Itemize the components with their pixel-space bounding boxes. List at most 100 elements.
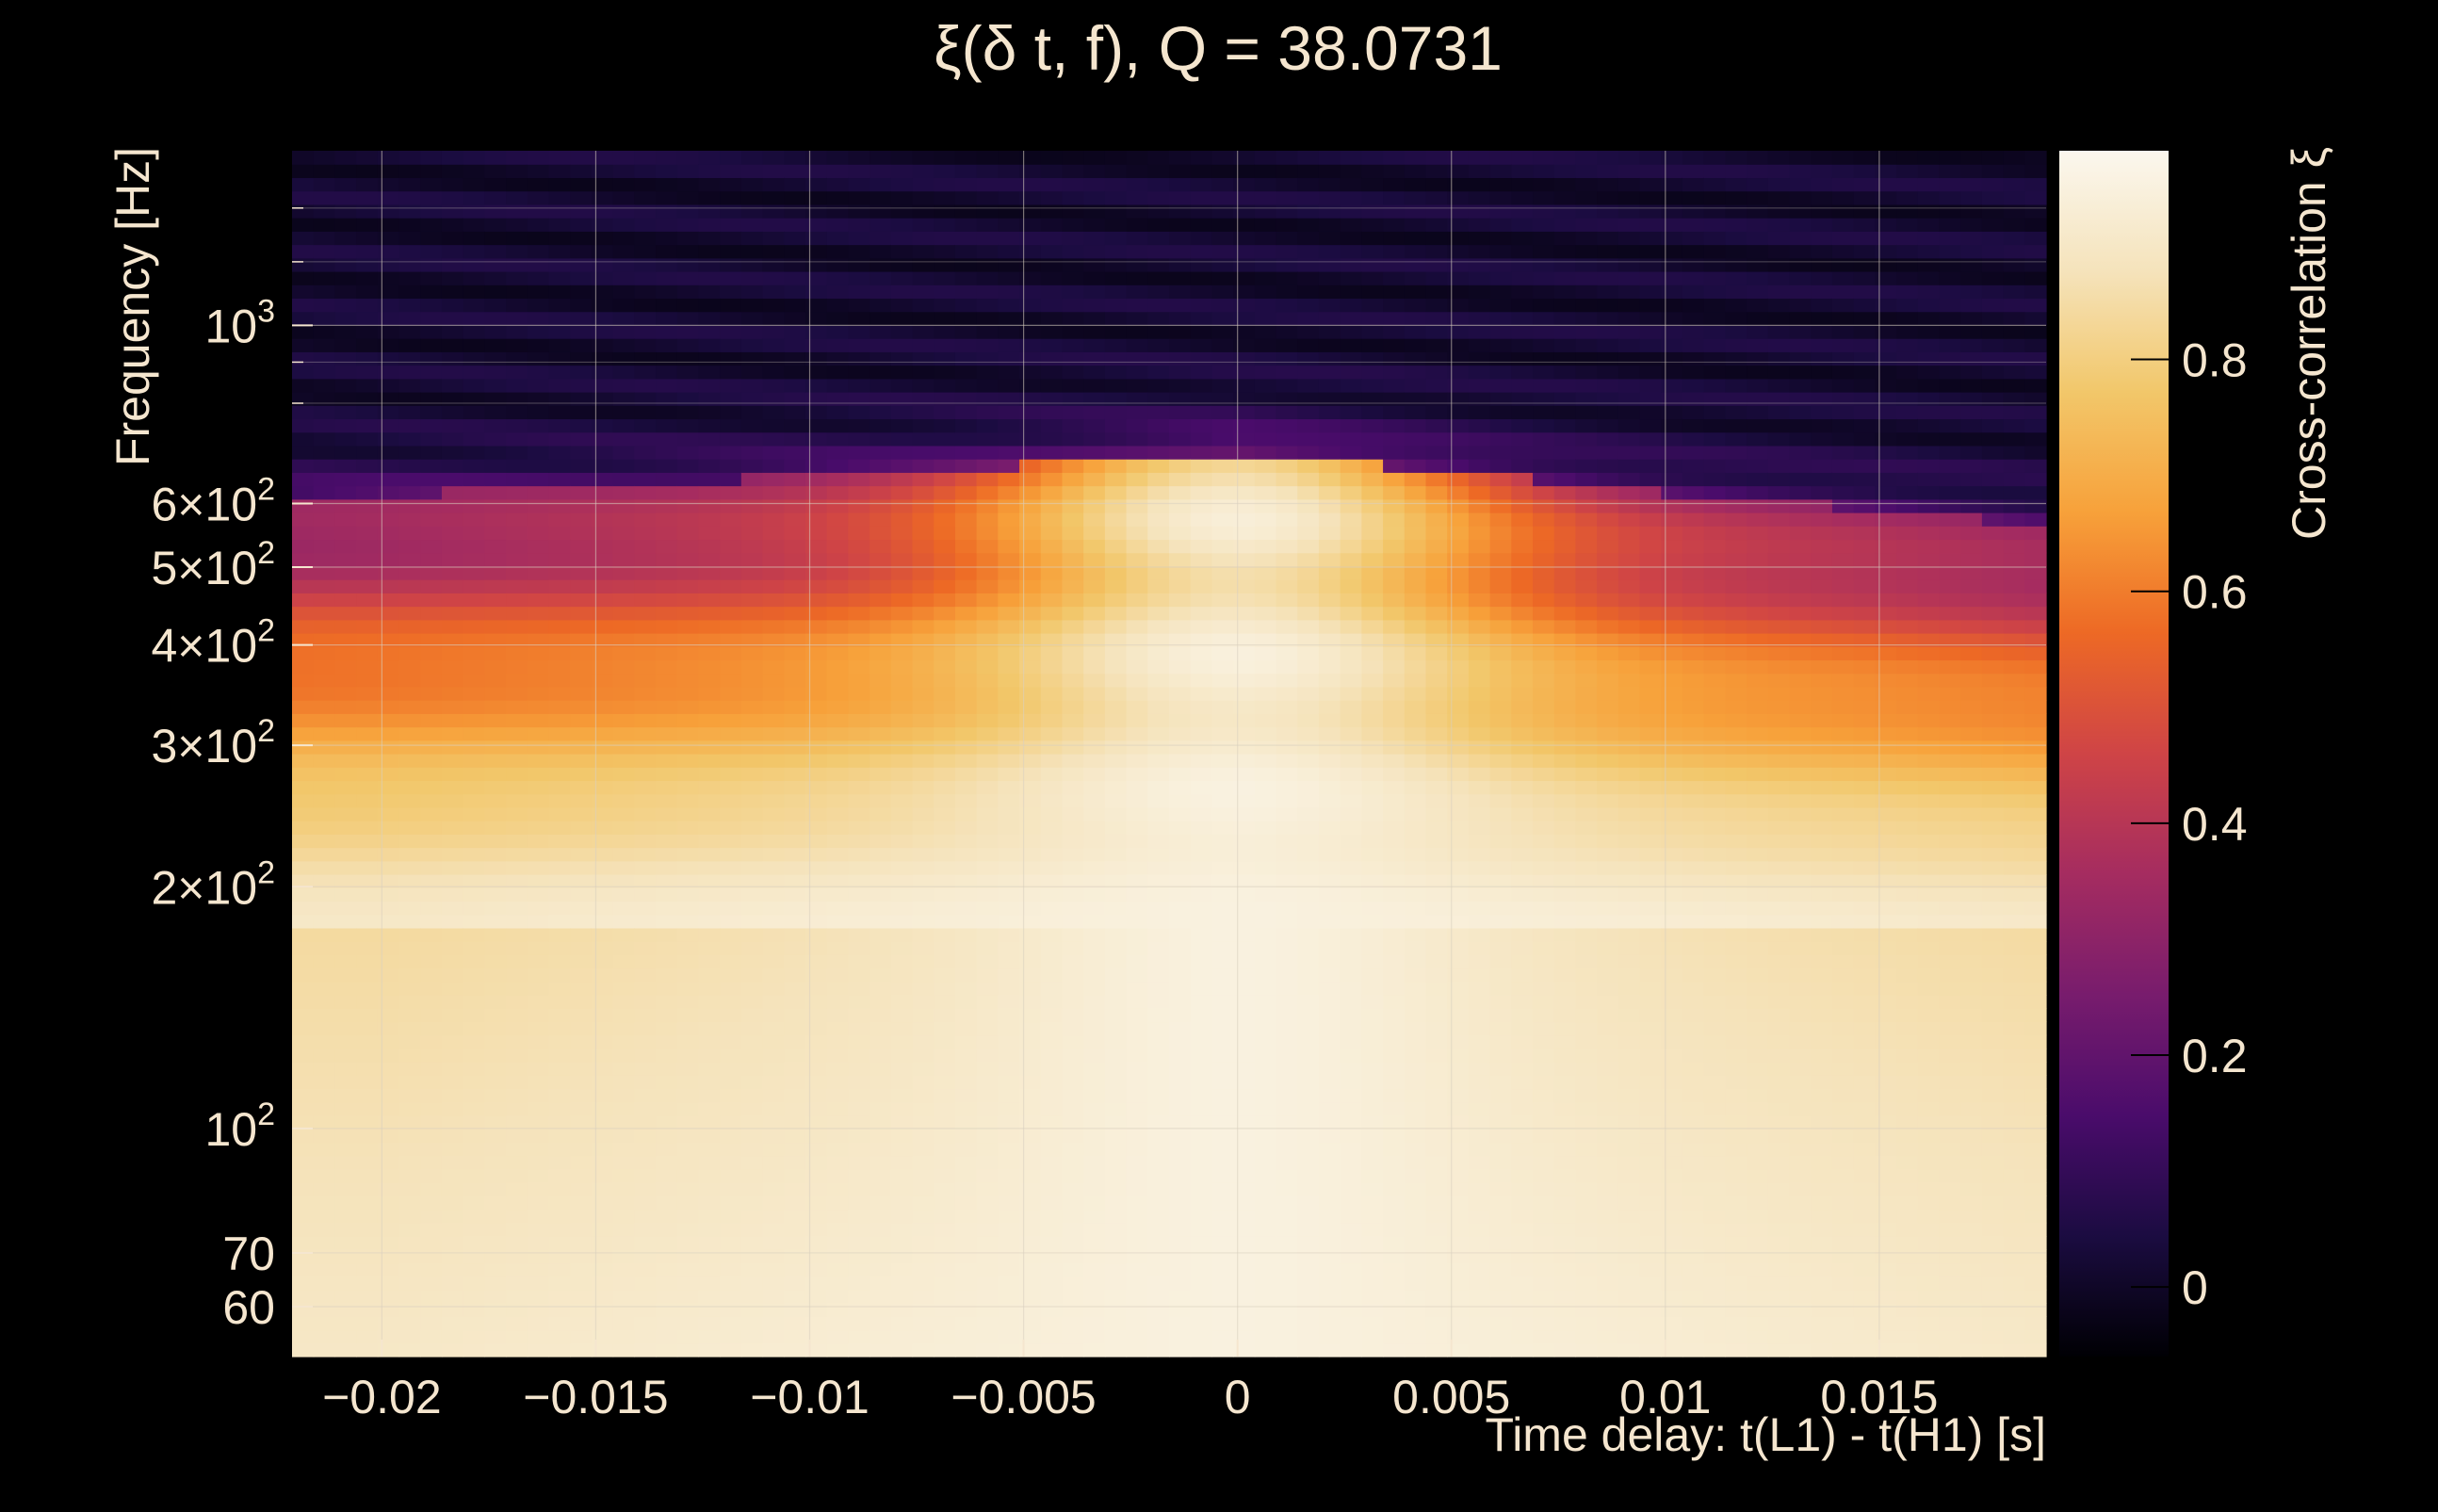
heatmap-cell [1040, 257, 1064, 272]
heatmap-cell [1104, 806, 1128, 821]
heatmap-cell [1040, 1236, 1064, 1250]
heatmap-cell [548, 1088, 571, 1103]
heatmap-cell [1126, 151, 1148, 165]
heatmap-cell [784, 767, 806, 782]
heatmap-cell [848, 485, 870, 500]
heatmap-cell [591, 619, 614, 634]
heatmap-cell [313, 1062, 336, 1076]
heatmap-cell [484, 1034, 507, 1049]
heatmap-cell [612, 151, 635, 165]
heatmap-cell [484, 445, 507, 460]
heatmap-cell [848, 1222, 870, 1237]
heatmap-cell [506, 1155, 528, 1170]
heatmap-cell [784, 190, 806, 205]
heatmap-cell [356, 190, 379, 205]
heatmap-cell [1425, 1316, 1448, 1331]
heatmap-cell [1040, 754, 1064, 768]
heatmap-cell [890, 821, 914, 835]
heatmap-cell [656, 485, 678, 500]
heatmap-cell [676, 1021, 700, 1036]
heatmap-cell [398, 271, 421, 285]
heatmap-cell [484, 686, 507, 701]
heatmap-cell [784, 257, 806, 272]
heatmap-cell [1425, 619, 1448, 634]
heatmap-cell [1126, 1342, 1148, 1358]
heatmap-cell [1297, 1342, 1320, 1358]
heatmap-cell [612, 285, 635, 300]
heatmap-cell [934, 512, 956, 527]
heatmap-cell [1169, 526, 1192, 541]
heatmap-cell [506, 257, 528, 272]
heatmap-cell [740, 793, 764, 808]
heatmap-cell [527, 754, 550, 768]
heatmap-cell [1340, 633, 1362, 647]
heatmap-cell [334, 526, 357, 541]
heatmap-cell [1211, 539, 1234, 554]
heatmap-cell [805, 995, 828, 1009]
heatmap-cell [634, 673, 657, 688]
heatmap-cell [612, 1008, 635, 1023]
heatmap-cell [1019, 1048, 1042, 1063]
heatmap-cell [634, 257, 657, 272]
heatmap-cell [998, 526, 1020, 541]
heatmap-cell [1040, 459, 1064, 473]
heatmap-cell [441, 244, 464, 259]
heatmap-cell [1190, 1303, 1213, 1317]
heatmap-cell [1447, 847, 1470, 862]
heatmap-cell [912, 673, 935, 688]
heatmap-cell [1340, 793, 1362, 808]
heatmap-cell [484, 365, 507, 380]
heatmap-cell [805, 190, 828, 205]
heatmap-cell [1040, 659, 1064, 675]
heatmap-cell [954, 338, 978, 352]
heatmap-cell [1211, 1249, 1234, 1264]
heatmap-cell [1276, 190, 1298, 205]
heatmap-cell [1040, 418, 1064, 433]
heatmap-cell [954, 392, 978, 406]
heatmap-cell [1211, 151, 1234, 165]
heatmap-cell [1383, 659, 1406, 675]
heatmap-cell [1361, 539, 1384, 554]
heatmap-cell [1383, 1236, 1406, 1250]
heatmap-cell [1190, 1034, 1213, 1049]
heatmap-cell [441, 981, 464, 996]
heatmap-cell [1404, 1142, 1427, 1157]
heatmap-cell [356, 1155, 379, 1170]
heatmap-cell [591, 767, 614, 782]
heatmap-cell [1447, 418, 1470, 433]
heatmap-cell [740, 565, 764, 580]
heatmap-cell [676, 431, 700, 447]
heatmap-cell [912, 1249, 935, 1264]
heatmap-cell [634, 338, 657, 352]
heatmap-cell [548, 244, 571, 259]
heatmap-cell [1361, 821, 1384, 835]
heatmap-cell [441, 740, 464, 755]
heatmap-cell [591, 1101, 614, 1116]
heatmap-cell [634, 686, 657, 701]
heatmap-cell [1126, 324, 1148, 339]
heatmap-cell [1254, 1008, 1277, 1023]
heatmap-cell [634, 767, 657, 782]
heatmap-cell [1383, 1303, 1406, 1317]
heatmap-cell [420, 257, 443, 272]
heatmap-cell [484, 606, 507, 621]
heatmap-cell [1169, 1236, 1192, 1250]
heatmap-cell [1447, 190, 1470, 205]
heatmap-cell [1383, 633, 1406, 647]
heatmap-cell [313, 431, 336, 447]
heatmap-cell [998, 1342, 1020, 1358]
heatmap-cell [676, 927, 700, 942]
heatmap-cell [634, 244, 657, 259]
heatmap-cell [1126, 244, 1148, 259]
heatmap-cell [527, 472, 550, 487]
heatmap-cell [826, 1021, 849, 1036]
heatmap-cell [698, 941, 721, 955]
heatmap-cell [1211, 633, 1234, 647]
heatmap-cell [377, 914, 400, 929]
heatmap-cell [591, 593, 614, 608]
heatmap-cell [377, 726, 400, 741]
heatmap-cell [1190, 418, 1213, 433]
heatmap-cell [1340, 834, 1362, 849]
heatmap-cell [506, 1209, 528, 1224]
heatmap-cell [656, 1276, 678, 1291]
